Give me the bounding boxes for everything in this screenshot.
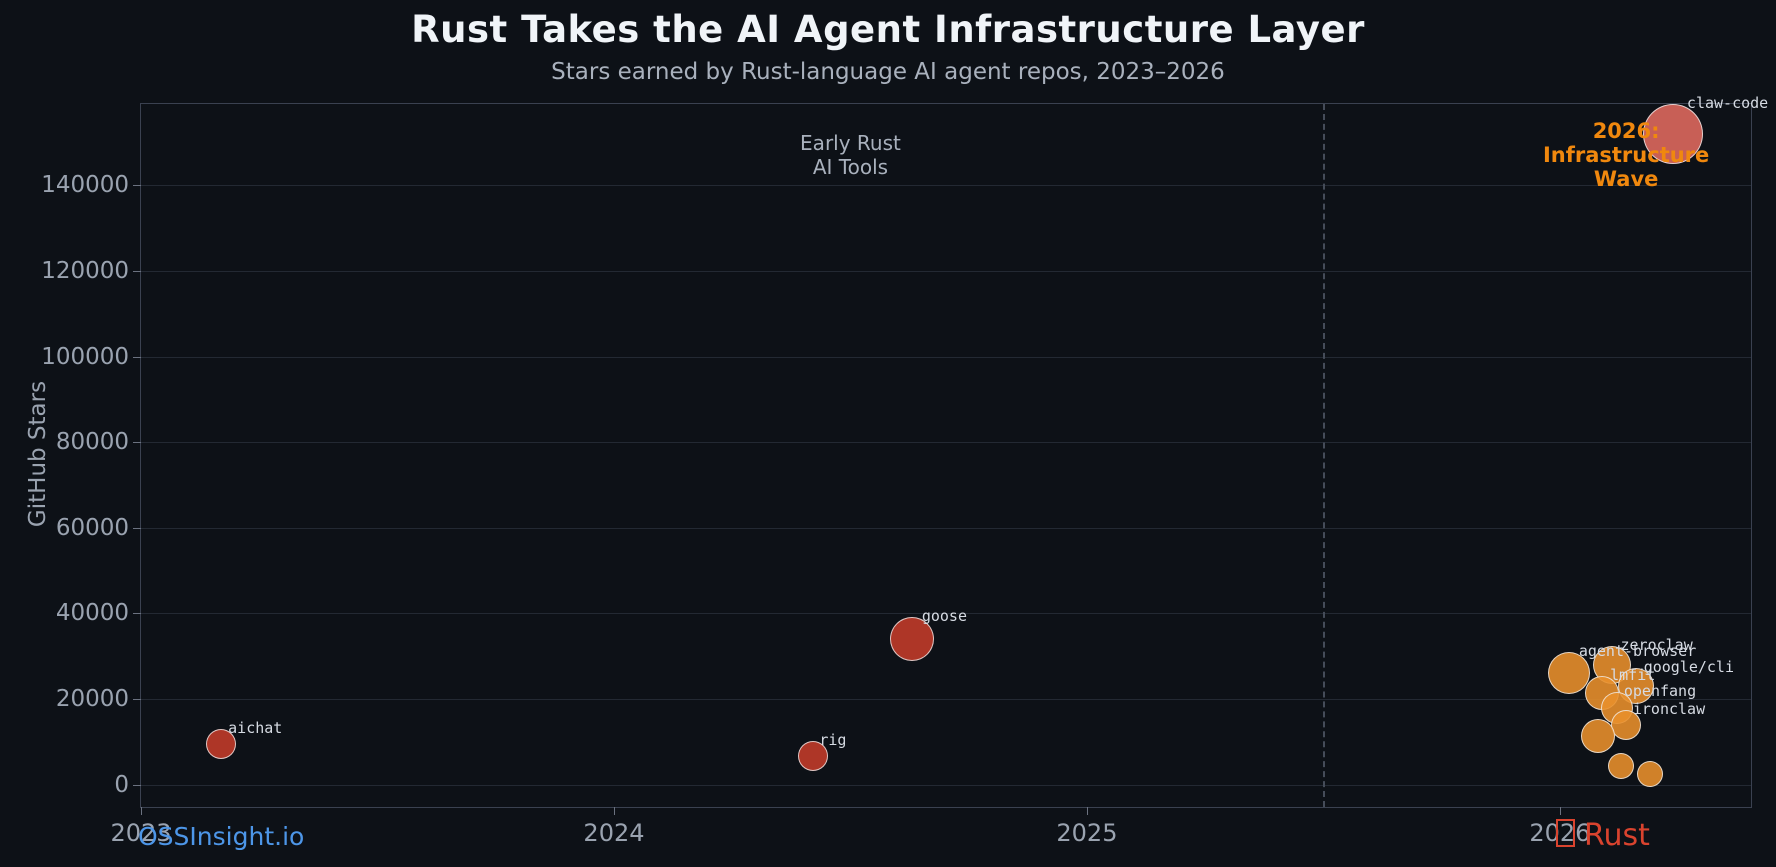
y-tick-label: 60000	[55, 514, 129, 541]
y-tick-mark	[133, 270, 141, 272]
gridline	[141, 527, 1751, 529]
chart-title: Rust Takes the AI Agent Infrastructure L…	[411, 8, 1365, 51]
y-tick-label: 120000	[41, 257, 129, 284]
repo-label: goose	[921, 607, 967, 626]
x-tick-label: 2026	[1529, 819, 1591, 847]
y-tick-label: 80000	[55, 429, 129, 456]
bubble-goose[interactable]	[889, 617, 934, 662]
chart-subtitle: Stars earned by Rust-language AI agent r…	[551, 59, 1225, 85]
y-tick-mark	[133, 527, 141, 529]
bubble-agent-browser[interactable]	[1548, 652, 1591, 695]
x-tick-mark	[613, 807, 615, 815]
y-tick-label: 40000	[55, 600, 129, 627]
bubble-rig[interactable]	[797, 740, 828, 771]
x-tick-label: 2023	[110, 819, 172, 847]
y-tick-label: 100000	[41, 343, 129, 370]
rust-branding-label: Rust	[1584, 818, 1650, 853]
bubble-claw-code[interactable]	[1643, 103, 1704, 164]
bubble-ironclaw[interactable]	[1611, 709, 1642, 740]
repo-label: zeroclaw	[1620, 635, 1693, 654]
bubble-unlabeled[interactable]	[1608, 752, 1635, 779]
y-tick-mark	[133, 356, 141, 358]
repo-label: ironclaw	[1632, 699, 1706, 718]
y-tick-mark	[133, 442, 141, 444]
annotation-1: 2026: Infrastructure Wave	[1542, 119, 1710, 192]
crab-emoji-icon	[1556, 819, 1575, 847]
gridline	[141, 356, 1751, 358]
repo-label: rig	[819, 730, 847, 749]
y-tick-mark	[133, 613, 141, 615]
rust-branding: Rust	[1556, 818, 1650, 853]
repo-label: aichat	[228, 719, 283, 738]
gridline	[141, 699, 1751, 701]
plot-area: 0 20000 40000 60000 80000 100000 120000 140000 2…	[41, 94, 1768, 847]
y-tick-label: 0	[114, 771, 129, 798]
x-tick-label: 2024	[583, 819, 645, 847]
repo-label: lmfit	[1610, 665, 1656, 684]
x-tick-mark	[1559, 807, 1561, 815]
era-divider-line	[1323, 104, 1326, 807]
ossinsight-link[interactable]: OSSInsight.io	[138, 822, 305, 851]
gridline	[141, 270, 1751, 272]
repo-label: claw-code	[1686, 93, 1769, 112]
annotation-0: Early Rust AI Tools	[800, 131, 901, 180]
repo-label: google/cli	[1643, 658, 1734, 677]
repo-label: agent-browser	[1578, 642, 1697, 661]
gridline	[141, 613, 1751, 615]
gridline	[141, 185, 1751, 187]
x-tick-mark	[1086, 807, 1088, 815]
y-tick-mark	[133, 784, 141, 786]
y-tick-mark	[133, 185, 141, 187]
x-tick-label: 2025	[1056, 819, 1118, 847]
y-tick-label: 20000	[55, 686, 129, 713]
bubble-unlabeled[interactable]	[1580, 718, 1615, 753]
y-tick-mark	[133, 699, 141, 701]
y-tick-label: 140000	[41, 172, 129, 199]
gridline	[141, 442, 1751, 444]
bubble-aichat[interactable]	[206, 729, 237, 760]
bubble-unlabeled[interactable]	[1636, 761, 1663, 788]
repo-label: openfang	[1623, 681, 1697, 700]
gridline	[141, 784, 1751, 786]
x-tick-mark	[141, 807, 142, 815]
